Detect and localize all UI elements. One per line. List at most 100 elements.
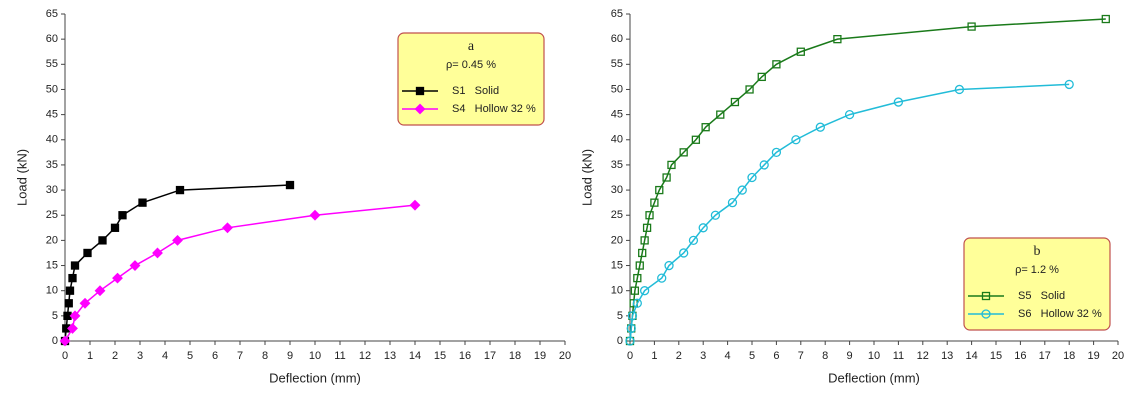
marker xyxy=(129,260,141,271)
x-tick-label: 15 xyxy=(434,350,446,362)
marker xyxy=(757,72,766,82)
y-tick-label: 5 xyxy=(617,310,623,322)
x-tick-label: 2 xyxy=(112,350,118,362)
x-tick-label: 10 xyxy=(868,350,880,362)
marker xyxy=(68,273,77,283)
marker xyxy=(70,261,80,270)
x-tick-label: 8 xyxy=(822,350,828,362)
marker xyxy=(222,222,233,234)
marker xyxy=(64,299,73,308)
y-tick-label: 30 xyxy=(46,184,58,196)
legend-marker xyxy=(981,309,991,319)
x-tick-label: 12 xyxy=(359,350,371,362)
marker xyxy=(662,173,671,182)
y-tick-label: 50 xyxy=(46,83,58,95)
marker xyxy=(1101,14,1110,24)
x-tick-label: 20 xyxy=(1112,350,1124,362)
marker xyxy=(172,234,183,246)
x-tick-label: 18 xyxy=(509,350,521,362)
marker xyxy=(639,286,650,296)
x-tick-label: 13 xyxy=(384,350,396,362)
marker xyxy=(833,35,842,44)
y-tick-label: 45 xyxy=(46,109,58,121)
x-tick-label: 14 xyxy=(409,350,421,362)
x-tick-label: 6 xyxy=(212,350,218,362)
y-tick-label: 20 xyxy=(46,234,58,246)
marker xyxy=(69,310,81,322)
x-tick-label: 16 xyxy=(1014,350,1026,362)
y-tick-label: 65 xyxy=(611,8,623,20)
x-tick-label: 5 xyxy=(749,350,755,362)
marker xyxy=(796,47,805,56)
y-tick-label: 15 xyxy=(46,259,58,271)
marker xyxy=(152,247,163,259)
y-tick-label: 55 xyxy=(46,58,58,70)
marker xyxy=(688,235,699,246)
marker xyxy=(657,273,667,283)
marker xyxy=(112,272,123,284)
legend-marker xyxy=(981,291,991,301)
x-axis-label: Deflection (mm) xyxy=(269,370,361,385)
legend-subtitle: ρ= 1.2 % xyxy=(1015,264,1059,276)
marker xyxy=(175,185,185,195)
y-axis-label: Load (kN) xyxy=(14,149,29,206)
y-tick-label: 15 xyxy=(611,259,623,271)
series-line xyxy=(64,184,291,342)
marker xyxy=(645,211,654,220)
x-tick-label: 10 xyxy=(309,350,321,362)
x-tick-label: 15 xyxy=(990,350,1002,362)
y-tick-label: 45 xyxy=(611,109,623,121)
x-tick-label: 11 xyxy=(893,350,904,362)
marker xyxy=(67,323,78,334)
x-tick-label: 3 xyxy=(700,350,706,362)
marker xyxy=(967,22,976,31)
marker xyxy=(655,185,664,195)
marker xyxy=(638,248,647,258)
legend-box xyxy=(397,32,545,126)
y-tick-label: 60 xyxy=(46,33,58,45)
y-tick-label: 60 xyxy=(611,33,623,45)
x-tick-label: 4 xyxy=(162,350,168,362)
y-tick-label: 25 xyxy=(611,209,623,221)
marker xyxy=(110,223,120,232)
x-tick-label: 7 xyxy=(237,350,243,362)
marker xyxy=(118,211,127,220)
marker xyxy=(79,297,91,309)
y-tick-label: 50 xyxy=(611,83,623,95)
y-tick-label: 55 xyxy=(611,58,623,70)
marker xyxy=(698,223,708,233)
x-tick-label: 6 xyxy=(773,350,779,362)
x-tick-label: 20 xyxy=(559,350,571,362)
marker xyxy=(650,198,659,207)
x-tick-label: 9 xyxy=(847,350,853,362)
x-tick-label: 18 xyxy=(1063,350,1075,362)
x-tick-label: 8 xyxy=(262,350,268,362)
marker xyxy=(815,122,825,132)
x-tick-label: 13 xyxy=(941,350,953,362)
marker xyxy=(633,273,642,283)
marker xyxy=(667,160,676,170)
y-tick-label: 30 xyxy=(611,184,623,196)
marker xyxy=(679,148,688,157)
x-tick-label: 17 xyxy=(1039,350,1051,362)
marker xyxy=(83,248,92,258)
marker xyxy=(759,160,769,170)
x-tick-label: 0 xyxy=(62,350,68,362)
marker xyxy=(627,311,638,321)
y-tick-label: 20 xyxy=(611,234,623,246)
x-tick-label: 12 xyxy=(917,350,929,362)
x-tick-label: 3 xyxy=(137,350,143,362)
marker xyxy=(710,210,721,220)
marker xyxy=(844,109,855,120)
marker xyxy=(138,198,147,207)
legend-label: S1 Solid xyxy=(452,85,499,97)
marker xyxy=(747,172,757,183)
x-tick-label: 11 xyxy=(334,350,345,362)
marker xyxy=(954,84,965,95)
marker xyxy=(772,60,781,69)
y-tick-label: 0 xyxy=(617,335,623,347)
legend-label: S4 Hollow 32 % xyxy=(452,103,536,115)
marker xyxy=(626,323,636,334)
legend-marker xyxy=(415,86,425,96)
